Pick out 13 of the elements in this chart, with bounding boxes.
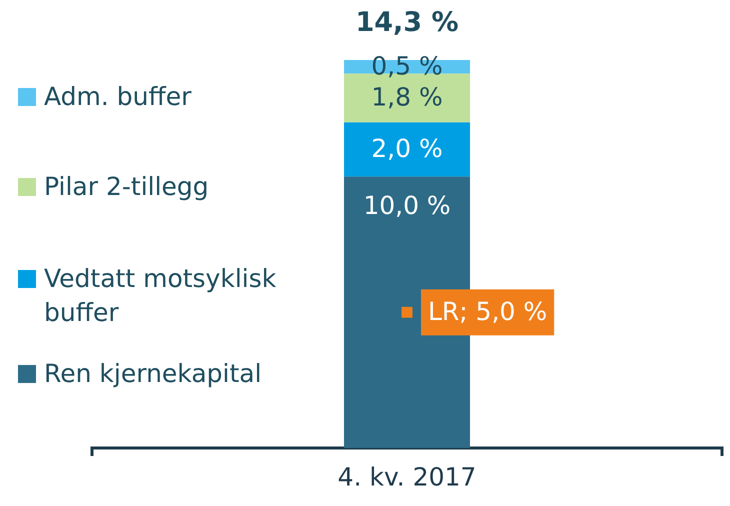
- legend-label: Pilar 2-tillegg: [44, 171, 209, 203]
- legend-label: Vedtatt motsyklisk buffer: [44, 263, 278, 329]
- data-label: 0,5 %: [371, 51, 443, 80]
- bar: [344, 176, 470, 448]
- total-label: 14,3 %: [355, 7, 459, 38]
- x-tick-label: 4. kv. 2017: [338, 462, 476, 492]
- legend-label: Adm. buffer: [44, 81, 192, 113]
- bar: [344, 122, 470, 177]
- data-label: 1,8 %: [371, 82, 443, 112]
- data-label: 2,0 %: [371, 134, 443, 164]
- legend-label: Ren kjernekapital: [44, 358, 262, 390]
- data-label: LR; 5,0 %: [428, 296, 548, 326]
- data-label: 10,0 %: [363, 191, 451, 220]
